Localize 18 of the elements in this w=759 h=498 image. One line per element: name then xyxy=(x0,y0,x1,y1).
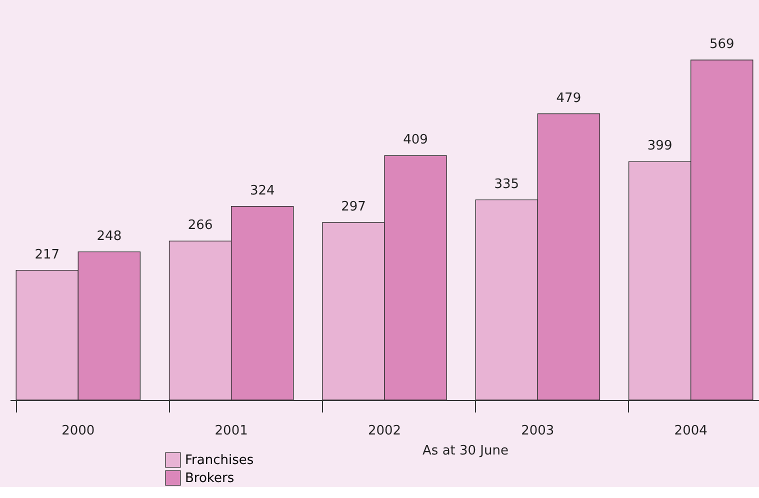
x-tick-label: 2004 xyxy=(674,424,708,438)
data-label: 409 xyxy=(403,132,428,148)
x-tick-label: 2001 xyxy=(214,424,248,438)
data-label: 266 xyxy=(188,218,213,234)
legend-label: Franchises xyxy=(185,453,254,468)
data-label: 324 xyxy=(250,183,275,198)
data-label: 217 xyxy=(34,247,60,262)
data-label: 569 xyxy=(709,37,734,52)
data-label: 479 xyxy=(556,90,582,106)
data-label: 248 xyxy=(96,228,122,244)
x-tick-label: 2003 xyxy=(521,424,554,438)
x-axis-title: As at 30 June xyxy=(422,444,508,458)
legend-label: Brokers xyxy=(185,471,234,486)
x-tick-label: 2002 xyxy=(368,424,402,438)
x-tick-label: 2000 xyxy=(62,424,95,438)
data-label: 297 xyxy=(341,200,366,215)
data-label: 399 xyxy=(647,138,672,154)
data-label: 335 xyxy=(494,176,520,192)
